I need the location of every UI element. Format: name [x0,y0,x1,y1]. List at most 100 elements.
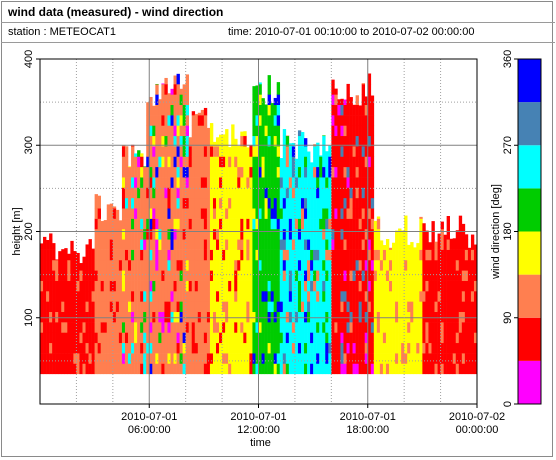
heatmap-cell [206,259,211,271]
heatmap-cell [97,353,101,364]
heatmap-cell [112,342,117,354]
heatmap-cell [91,249,95,261]
heatmap-cell [158,197,162,209]
heatmap-cell [407,311,411,323]
heatmap-cell [216,208,220,219]
heatmap-cell [288,280,293,292]
heatmap-cell [370,125,375,137]
heatmap-cell [264,104,268,116]
heatmap-cell [267,280,271,292]
heatmap-cell [164,363,168,375]
heatmap-cell [161,125,165,137]
heatmap-cell [152,135,156,147]
heatmap-cell [106,249,111,261]
heatmap-cell [124,280,129,292]
heatmap-cell [249,322,253,333]
heatmap-cell [200,109,205,116]
heatmap-cell [146,239,150,250]
heatmap-cell [258,218,262,230]
heatmap-cell [340,104,344,116]
heatmap-cell [264,228,268,240]
heatmap-cell [279,239,284,250]
heatmap-cell [422,228,426,240]
heatmap-cell [364,177,369,188]
heatmap-cell [149,218,153,230]
heatmap-cell [161,135,165,147]
heatmap-cell [373,342,378,354]
heatmap-cell [203,146,208,157]
heatmap-cell [404,332,408,344]
heatmap-cell [46,353,50,364]
heatmap-cell [261,125,265,137]
heatmap-cell [176,146,180,157]
heatmap-cell [270,115,274,126]
heatmap-cell [240,363,244,375]
heatmap-cell [146,270,150,281]
heatmap-cell [222,135,226,147]
heatmap-cell [40,301,44,313]
heatmap-cell [225,291,229,302]
heatmap-cell [103,332,108,344]
heatmap-cell [276,228,281,240]
heatmap-cell [407,249,411,261]
heatmap-cell [149,291,153,302]
heatmap-cell [255,259,259,271]
heatmap-cell [203,332,208,344]
heatmap-cell [252,218,256,230]
heatmap-cell [131,197,135,209]
heatmap-cell [331,311,335,323]
heatmap-cell [392,342,396,354]
heatmap-cell [337,280,341,292]
heatmap-cell [173,75,177,85]
heatmap-cell [140,332,144,344]
heatmap-cell [43,270,47,281]
heatmap-cell [237,363,241,375]
heatmap-cell [140,208,144,219]
heatmap-cell [376,239,381,250]
heatmap-cell [121,353,126,364]
heatmap-cell [106,208,111,219]
heatmap-cell [203,208,208,219]
heatmap-cell [282,249,287,261]
heatmap-cell [340,115,344,126]
heatmap-cell [319,155,323,157]
heatmap-cell [161,322,165,333]
heatmap-cell [264,135,268,147]
heatmap-cell [282,280,287,292]
heatmap-cell [291,218,296,230]
heatmap-cell [52,291,56,302]
heatmap-cell [431,353,435,364]
heatmap-cell [85,244,89,250]
heatmap-cell [225,197,229,209]
heatmap-cell [367,115,372,126]
heatmap-cell [161,239,165,250]
heatmap-cell [79,332,83,344]
heatmap-cell [361,322,366,333]
heatmap-cell [319,166,323,178]
heatmap-cell [203,107,208,116]
heatmap-cell [304,177,308,188]
heatmap-cell [46,301,50,313]
heatmap-cell [131,311,135,323]
heatmap-cell [313,166,317,178]
heatmap-cell [304,228,308,240]
heatmap-cell [413,353,417,364]
heatmap-cell [185,146,190,157]
heatmap-cell [43,249,47,261]
heatmap-cell [373,311,378,323]
heatmap-cell [134,301,138,313]
heatmap-cell [267,270,271,281]
heatmap-cell [185,228,190,240]
heatmap-cell [140,156,144,168]
heatmap-cell [173,84,177,95]
heatmap-cell [355,177,359,188]
heatmap-cell [255,270,259,281]
heatmap-cell [358,105,362,116]
heatmap-cell [258,146,262,157]
heatmap-cell [355,363,359,375]
heatmap-cell [264,311,268,323]
heatmap-cell [103,220,108,230]
heatmap-cell [449,311,454,323]
heatmap-cell [112,208,117,219]
heatmap-cell [313,291,317,302]
